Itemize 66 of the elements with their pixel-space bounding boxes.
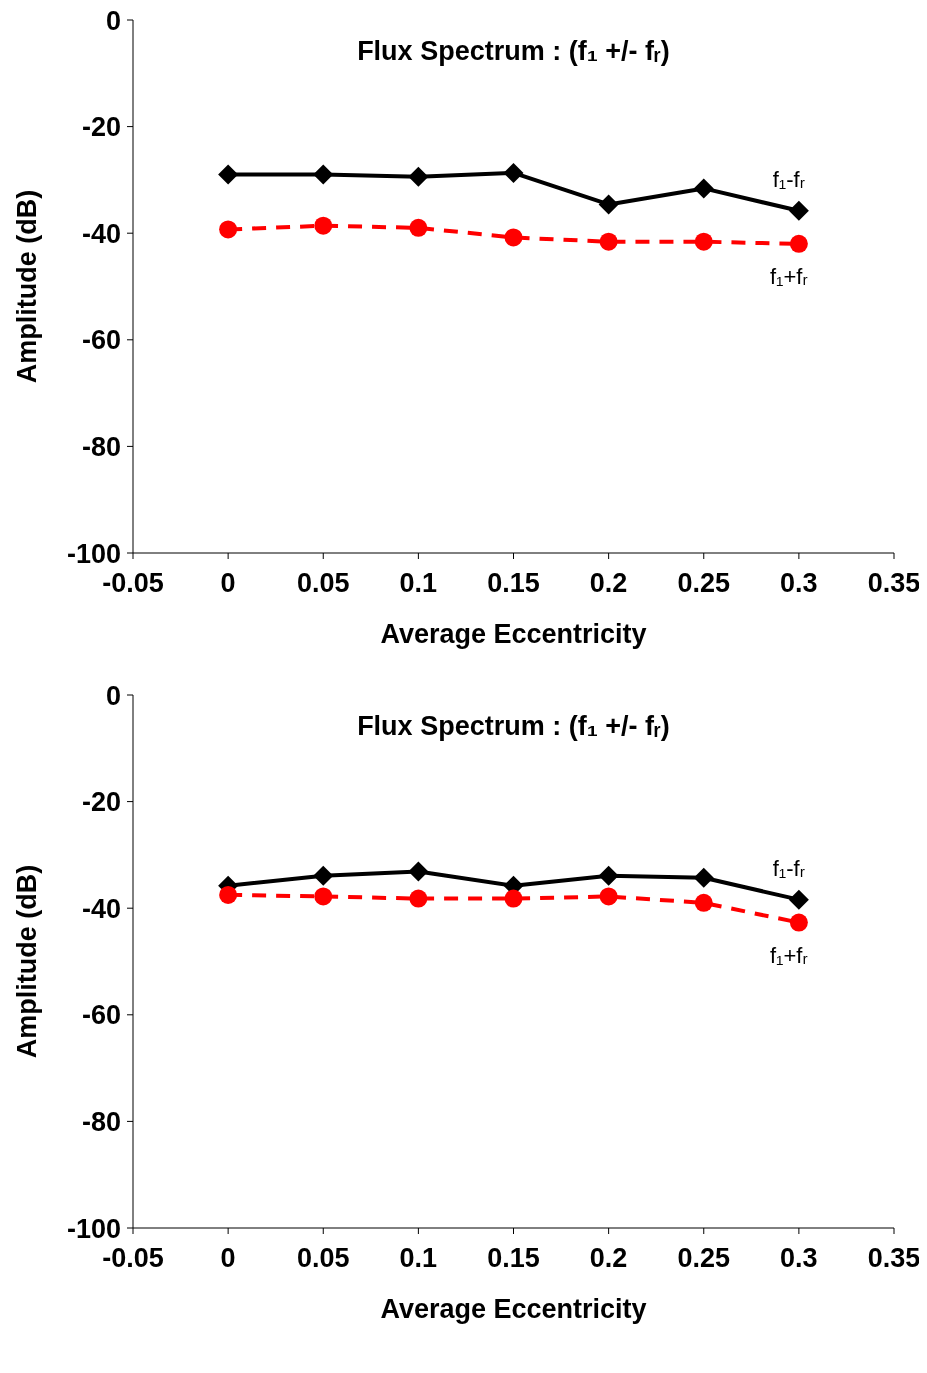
point: [693, 178, 714, 199]
point: [599, 232, 618, 251]
y-tick-label: -100: [66, 1213, 121, 1244]
y-tick-label: -60: [81, 1000, 121, 1031]
point: [408, 166, 429, 187]
x-tick-label: 0.1: [399, 568, 438, 599]
point: [693, 867, 714, 888]
x-axis-title: Average Eccentricity: [380, 619, 647, 649]
series-label: f₁-fᵣ: [772, 855, 805, 881]
point: [219, 885, 238, 904]
y-tick-label: -20: [81, 787, 121, 818]
point: [219, 220, 238, 239]
series-label: f₁-fᵣ: [772, 166, 805, 192]
x-tick-label: 0.25: [677, 1243, 731, 1274]
x-tick-label: 0.2: [589, 1243, 628, 1274]
x-axis-title: Average Eccentricity: [380, 1294, 647, 1324]
point: [788, 889, 809, 910]
x-tick-label: -0.05: [102, 568, 164, 599]
y-tick-label: -80: [81, 1106, 121, 1137]
x-tick-label: 0.05: [296, 568, 350, 599]
point: [314, 887, 333, 906]
y-tick-label: -80: [81, 431, 121, 462]
point: [504, 228, 523, 247]
x-tick-label: 0.3: [780, 568, 818, 599]
point: [504, 889, 523, 908]
point: [313, 865, 334, 886]
point: [598, 865, 619, 886]
text: Flux Spectrum : (f₁ +/- fᵣ): [356, 711, 671, 742]
x-tick-label: 0.05: [296, 1243, 350, 1274]
point: [599, 887, 618, 906]
y-tick-label: -40: [81, 893, 121, 924]
point: [694, 232, 713, 251]
point: [503, 162, 524, 183]
y-tick-label: 0: [105, 680, 121, 711]
point: [314, 216, 333, 235]
point: [598, 194, 619, 215]
point: [409, 889, 428, 908]
y-axis-title: Amplitude (dB): [12, 864, 42, 1059]
y-tick-label: -40: [81, 218, 121, 249]
series-label: f₁+fᵣ: [769, 263, 808, 289]
x-tick-label: 0.35: [867, 1243, 921, 1274]
x-tick-label: 0: [220, 1243, 236, 1274]
y-axis-title: Amplitude (dB): [12, 189, 42, 384]
point: [313, 164, 334, 185]
x-tick-label: 0.15: [487, 1243, 540, 1274]
y-tick-label: -20: [81, 112, 121, 143]
x-tick-label: 0.15: [487, 568, 540, 599]
x-tick-label: -0.05: [102, 1243, 164, 1274]
x-tick-label: 0: [220, 568, 236, 599]
x-tick-label: 0.2: [589, 568, 628, 599]
point: [408, 861, 429, 882]
point: [789, 913, 808, 932]
point: [409, 218, 428, 237]
point: [218, 164, 239, 185]
x-tick-label: 0.3: [780, 1243, 818, 1274]
series-label: f₁+fᵣ: [769, 942, 808, 968]
point: [789, 234, 808, 253]
point: [788, 200, 809, 221]
y-tick-label: 0: [105, 5, 121, 36]
x-tick-label: 0.35: [867, 568, 921, 599]
x-tick-label: 0.25: [677, 568, 731, 599]
point: [694, 893, 713, 912]
x-tick-label: 0.1: [399, 1243, 438, 1274]
y-tick-label: -100: [66, 538, 121, 569]
y-tick-label: -60: [81, 325, 121, 356]
text: Flux Spectrum : (f₁ +/- fᵣ): [356, 36, 671, 67]
